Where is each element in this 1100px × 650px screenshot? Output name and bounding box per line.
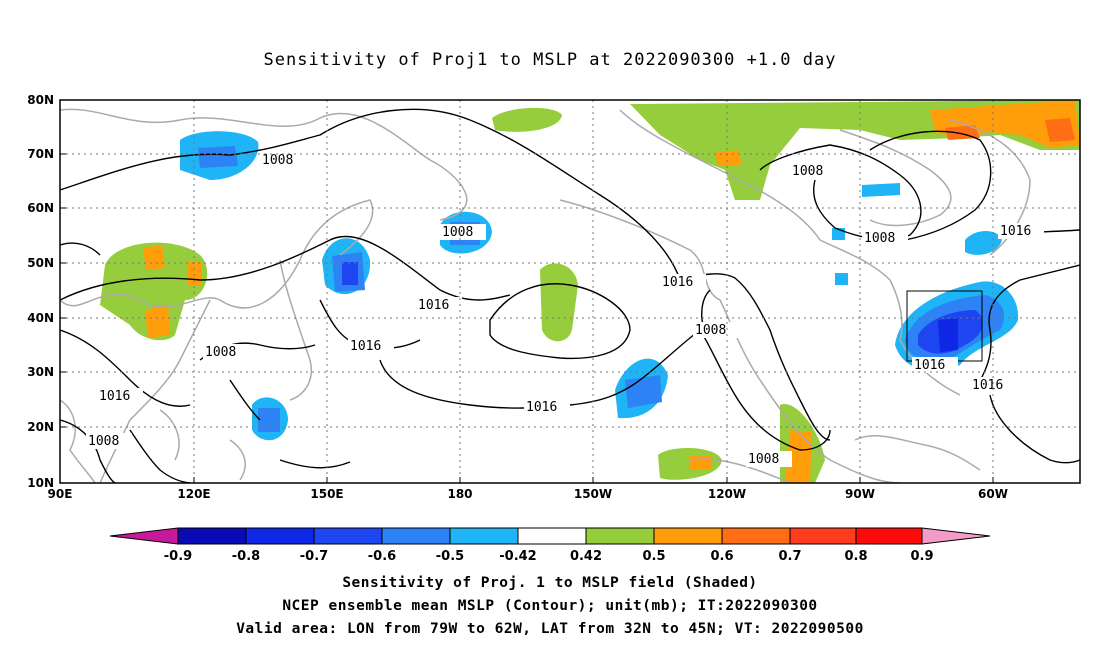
contour-label: 1016 xyxy=(662,275,693,290)
contour-label: 1008 xyxy=(695,323,726,338)
colorbar-tick: 0.9 xyxy=(910,549,933,564)
x-tick-label: 120E xyxy=(177,487,210,501)
colorbar-tick: -0.8 xyxy=(232,549,260,564)
y-tick-label: 80N xyxy=(27,93,54,107)
caption-shaded: Sensitivity of Proj. 1 to MSLP field (Sh… xyxy=(342,575,758,591)
shade-orange-china2 xyxy=(145,305,170,338)
map-title: Sensitivity of Proj1 to MSLP at 20220903… xyxy=(263,50,837,70)
y-tick-label: 50N xyxy=(27,256,54,270)
caption-valid-area: Valid area: LON from 79W to 62W, LAT fro… xyxy=(236,621,864,637)
x-tick-label: 120W xyxy=(708,487,746,501)
shade-positive-china xyxy=(100,242,208,341)
colorbar-segment xyxy=(790,528,856,544)
x-tick-label: 150E xyxy=(310,487,343,501)
y-axis-labels: 80N 70N 60N 50N 40N 30N 20N 10N xyxy=(27,93,54,490)
shade-positive-pacific xyxy=(540,263,578,342)
contour-label: 1016 xyxy=(1000,224,1031,239)
contour-label: 1008 xyxy=(748,452,779,467)
contour-label-group: 1008 1008 1008 1008 1016 1008 1016 1016 … xyxy=(86,152,1044,467)
contour-label: 1008 xyxy=(262,153,293,168)
grid-lines xyxy=(60,100,1080,483)
contour-label: 1016 xyxy=(526,400,557,415)
colorbar-segment xyxy=(518,528,586,544)
shade-orange-centralam xyxy=(785,430,812,483)
contour-label: 1016 xyxy=(418,298,449,313)
shade-orange-china1 xyxy=(143,245,165,270)
x-tick-label: 90W xyxy=(845,487,875,501)
contour-label: 1016 xyxy=(972,378,1003,393)
contour-label: 1008 xyxy=(88,434,119,449)
contour-label: 1008 xyxy=(864,231,895,246)
colorbar-segment xyxy=(654,528,722,544)
shade-orange-arctic2 xyxy=(715,150,742,166)
colorbar-tick: 0.8 xyxy=(844,549,867,564)
shade-negative-siberia-core xyxy=(198,146,238,168)
x-tick-label: 180 xyxy=(447,487,472,501)
contour-label: 1008 xyxy=(205,345,236,360)
colorbar-tick: 0.7 xyxy=(778,549,801,564)
y-tick-label: 30N xyxy=(27,365,54,379)
y-tick-label: 70N xyxy=(27,147,54,161)
colorbar-segment xyxy=(382,528,450,544)
x-tick-label: 90E xyxy=(48,487,73,501)
caption-contour: NCEP ensemble mean MSLP (Contour); unit(… xyxy=(282,598,818,614)
shade-orange-pacific-tropic xyxy=(690,456,712,470)
tick-marks xyxy=(60,99,994,484)
shade-negative-kamchatka-deep xyxy=(342,262,358,285)
y-tick-label: 60N xyxy=(27,201,54,215)
colorbar-tick: 0.6 xyxy=(710,549,733,564)
colorbar-tick: -0.7 xyxy=(300,549,328,564)
shade-negative-canada xyxy=(965,231,1002,255)
shade-orange-china3 xyxy=(188,262,202,285)
shade-negative-pt2 xyxy=(835,273,848,285)
colorbar-segment xyxy=(246,528,314,544)
contour-label: 1016 xyxy=(99,389,130,404)
shade-negative-eastcoast-core xyxy=(938,318,958,352)
contour-label: 1016 xyxy=(350,339,381,354)
colorbar-tick: 0.5 xyxy=(642,549,665,564)
x-tick-label: 60W xyxy=(978,487,1008,501)
colorbar-tick: -0.9 xyxy=(164,549,192,564)
contour-label: 1016 xyxy=(914,358,945,373)
colorbar-tick: -0.42 xyxy=(499,549,536,564)
colorbar-segment xyxy=(856,528,922,544)
x-tick-label: 150W xyxy=(574,487,612,501)
contour-label: 1008 xyxy=(792,164,823,179)
shade-darkorange-atlantic xyxy=(1045,118,1075,142)
colorbar-tick: 0.42 xyxy=(570,549,602,564)
y-tick-label: 20N xyxy=(27,420,54,434)
colorbar-tick: -0.6 xyxy=(368,549,396,564)
contour-label: 1008 xyxy=(442,225,473,240)
colorbar-segment xyxy=(450,528,518,544)
colorbar-segment xyxy=(314,528,382,544)
colorbar-segment xyxy=(586,528,654,544)
colorbar-segment xyxy=(722,528,790,544)
colorbar-tick: -0.5 xyxy=(436,549,464,564)
shade-negative-philippine-core xyxy=(258,408,280,432)
y-tick-label: 10N xyxy=(27,476,54,490)
y-tick-label: 40N xyxy=(27,311,54,325)
x-axis-labels: 90E 120E 150E 180 150W 120W 90W 60W xyxy=(48,487,1008,501)
colorbar: -0.9 -0.8 -0.7 -0.6 -0.5 -0.42 0.42 0.5 … xyxy=(109,527,991,564)
shade-positive-bering xyxy=(492,107,562,132)
colorbar-segment xyxy=(178,528,246,544)
coastlines xyxy=(60,108,1031,483)
shade-negative-hudson xyxy=(862,183,900,197)
colorbar-end-high xyxy=(922,528,990,544)
colorbar-end-low xyxy=(110,528,178,544)
map-frame xyxy=(59,99,1081,484)
